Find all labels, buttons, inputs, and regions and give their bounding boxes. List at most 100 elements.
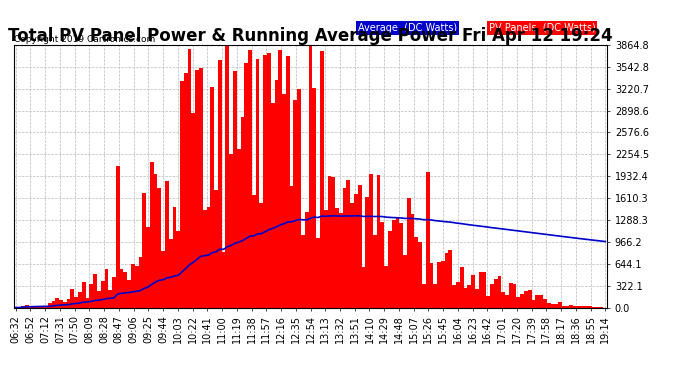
Bar	[513, 284, 517, 308]
Bar	[229, 154, 233, 308]
Bar	[509, 283, 513, 308]
Bar	[411, 214, 415, 308]
Bar	[331, 177, 335, 308]
Bar	[86, 298, 90, 307]
Bar	[316, 238, 320, 308]
Bar	[37, 306, 40, 308]
Bar	[589, 306, 592, 308]
Bar	[581, 306, 584, 308]
Bar	[448, 250, 452, 308]
Bar	[486, 296, 490, 307]
Bar	[566, 306, 569, 308]
Bar	[305, 211, 308, 308]
Bar	[221, 252, 226, 308]
Bar	[146, 227, 150, 308]
Bar	[44, 306, 48, 308]
Bar	[63, 302, 67, 307]
Bar	[415, 237, 418, 308]
Bar	[464, 288, 467, 308]
Bar	[29, 306, 32, 308]
Bar	[351, 203, 354, 308]
Bar	[573, 306, 577, 308]
Bar	[237, 149, 241, 308]
Bar	[494, 279, 497, 308]
Bar	[67, 298, 70, 307]
Bar	[324, 210, 328, 308]
Bar	[407, 198, 411, 308]
Bar	[55, 298, 59, 307]
Bar	[395, 217, 400, 308]
Bar	[377, 176, 380, 308]
Bar	[264, 55, 267, 308]
Bar	[293, 100, 297, 308]
Bar	[199, 68, 203, 308]
Bar	[93, 274, 97, 308]
Bar	[456, 282, 460, 308]
Bar	[282, 94, 286, 308]
Bar	[426, 172, 430, 308]
Bar	[554, 304, 558, 307]
Bar	[135, 266, 139, 308]
Bar	[78, 292, 82, 308]
Bar	[346, 180, 351, 308]
Bar	[335, 209, 339, 308]
Bar	[112, 277, 116, 308]
Bar	[248, 50, 252, 308]
Bar	[354, 195, 357, 308]
Bar	[535, 296, 539, 307]
Bar	[161, 251, 165, 308]
Bar	[177, 231, 180, 308]
Bar	[437, 262, 441, 308]
Bar	[362, 267, 365, 308]
Bar	[471, 275, 475, 308]
Bar	[460, 267, 464, 308]
Bar	[21, 306, 25, 308]
Bar	[388, 231, 392, 308]
Bar	[256, 59, 259, 308]
Bar	[203, 210, 206, 308]
Title: Total PV Panel Power & Running Average Power Fri Apr 12 19:24: Total PV Panel Power & Running Average P…	[8, 27, 613, 45]
Bar	[119, 268, 124, 308]
Bar	[180, 81, 184, 308]
Bar	[70, 288, 75, 308]
Bar	[97, 291, 101, 308]
Bar	[108, 290, 112, 308]
Bar	[90, 285, 93, 308]
Bar	[278, 50, 282, 308]
Bar	[592, 306, 596, 308]
Bar	[32, 306, 37, 308]
Bar	[154, 174, 157, 308]
Bar	[104, 269, 108, 308]
Bar	[418, 242, 422, 308]
Bar	[422, 284, 426, 308]
Bar	[482, 272, 486, 308]
Bar	[569, 305, 573, 308]
Bar	[497, 276, 502, 308]
Bar	[252, 195, 256, 308]
Bar	[441, 261, 444, 308]
Bar	[339, 213, 343, 308]
Bar	[539, 295, 543, 307]
Bar	[131, 264, 135, 308]
Bar	[124, 272, 127, 308]
Bar	[101, 281, 104, 308]
Bar	[531, 300, 535, 307]
Bar	[392, 220, 395, 308]
Bar	[184, 73, 188, 308]
Bar	[275, 80, 278, 308]
Bar	[313, 88, 316, 308]
Bar	[308, 46, 313, 308]
Bar	[116, 166, 119, 308]
Text: PV Panels  (DC Watts): PV Panels (DC Watts)	[489, 23, 595, 33]
Bar	[584, 306, 589, 308]
Bar	[25, 306, 29, 308]
Bar	[188, 49, 191, 308]
Bar	[75, 297, 78, 307]
Bar	[301, 236, 305, 308]
Bar	[127, 280, 131, 308]
Bar	[165, 181, 169, 308]
Text: Average  (DC Watts): Average (DC Watts)	[358, 23, 457, 33]
Bar	[214, 190, 218, 308]
Bar	[244, 63, 248, 308]
Bar	[380, 222, 384, 308]
